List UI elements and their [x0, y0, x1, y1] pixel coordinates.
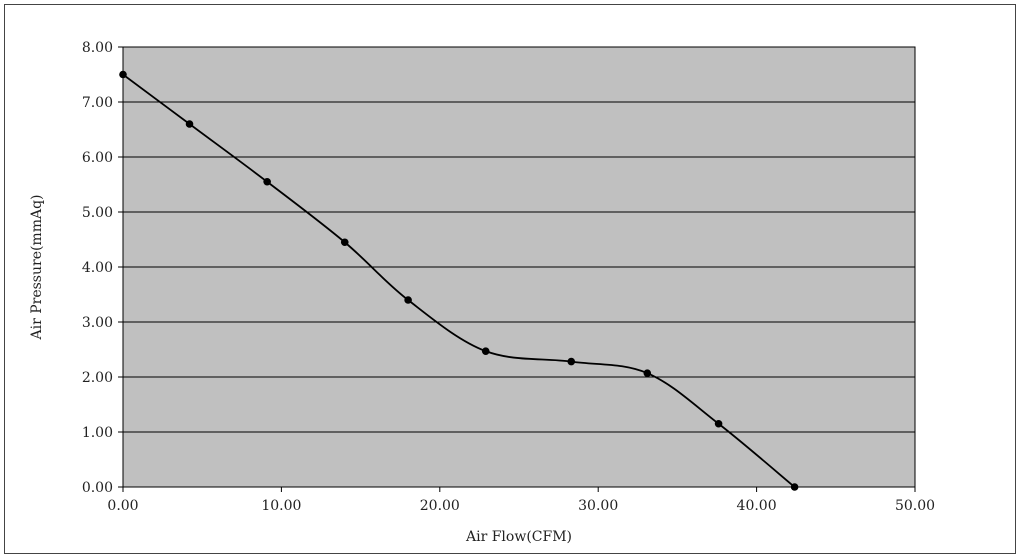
chart-frame: 0.00 1.00 2.00 3.00 4.00 5.00 6.00 7.00 8.00 0.0…: [4, 4, 1016, 554]
y-tick-labels: 0.00 1.00 2.00 3.00 4.00 5.00 6.00 7.00 8.00: [82, 40, 113, 496]
data-point-6: [567, 357, 576, 366]
x-tick-labels: 0.00 10.00 20.00 30.00 40.00 50.00: [107, 498, 935, 514]
y-axis-title: Air Pressure(mmAq): [29, 194, 45, 340]
data-point-7: [643, 369, 652, 377]
data-point-9: [790, 483, 799, 491]
y-tick-label-6: 6.00: [82, 150, 113, 166]
axes: [118, 46, 916, 492]
data-point-3: [340, 238, 349, 247]
x-tick-label-0: 0.00: [107, 498, 138, 514]
series-line: [122, 73, 796, 488]
x-tick-label-1: 10.00: [261, 498, 301, 514]
x-tick-label-2: 20.00: [420, 498, 460, 514]
pressure-flow-chart: 0.00 1.00 2.00 3.00 4.00 5.00 6.00 7.00 8.00 0.0…: [29, 40, 935, 545]
y-tick-label-8: 8.00: [82, 40, 113, 56]
y-tick-label-4: 4.00: [82, 260, 113, 276]
y-tick-label-7: 7.00: [82, 95, 113, 111]
x-axis-title: Air Flow(CFM): [465, 529, 572, 545]
y-tick-label-0: 0.00: [82, 480, 113, 496]
data-point-4: [404, 296, 412, 304]
y-tick-label-2: 2.00: [82, 370, 113, 386]
y-tick-label-3: 3.00: [82, 315, 113, 331]
x-tick-label-5: 50.00: [895, 498, 935, 514]
y-tick-label-5: 5.00: [82, 205, 113, 221]
x-tick-label-4: 40.00: [737, 498, 777, 514]
y-tick-label-1: 1.00: [82, 425, 113, 441]
data-markers: [119, 70, 799, 491]
grid-lines: [123, 101, 915, 433]
x-tick-label-3: 30.00: [578, 498, 618, 514]
data-point-5: [481, 347, 490, 355]
data-point-0: [119, 70, 127, 79]
data-point-2: [263, 177, 271, 186]
data-point-1: [185, 120, 194, 128]
data-point-8: [714, 419, 723, 428]
